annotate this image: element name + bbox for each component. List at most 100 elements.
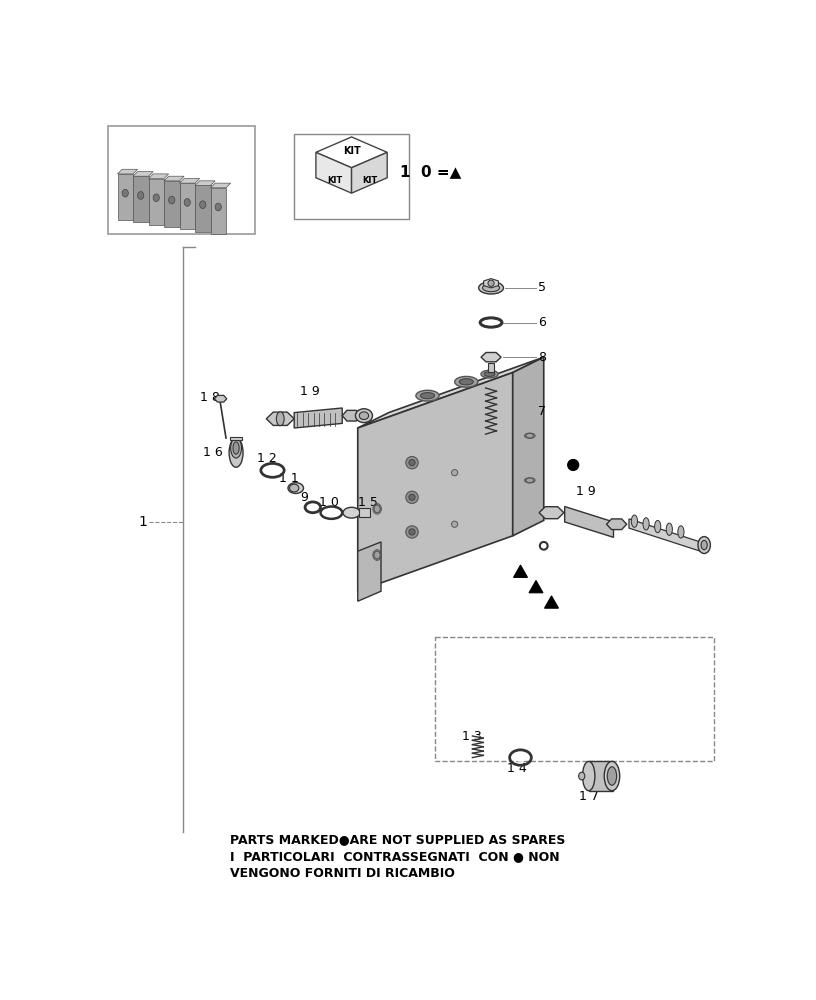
- Text: 9: 9: [300, 491, 308, 504]
- Text: 1 4: 1 4: [507, 762, 526, 775]
- Ellipse shape: [229, 438, 243, 467]
- Bar: [230, 437, 242, 440]
- Text: 1 5: 1 5: [357, 496, 378, 509]
- Ellipse shape: [481, 370, 498, 378]
- Ellipse shape: [666, 523, 672, 535]
- Text: 5: 5: [539, 281, 547, 294]
- Text: 6: 6: [539, 316, 546, 329]
- Polygon shape: [118, 169, 138, 174]
- Ellipse shape: [484, 372, 495, 376]
- Text: I  PARTICOLARI  CONTRASSEGNATI  CON ● NON: I PARTICOLARI CONTRASSEGNATI CON ● NON: [230, 850, 560, 863]
- Ellipse shape: [122, 189, 128, 197]
- Ellipse shape: [288, 483, 304, 493]
- Polygon shape: [342, 410, 361, 421]
- Ellipse shape: [326, 509, 338, 516]
- Circle shape: [409, 460, 415, 466]
- Text: 1 0: 1 0: [319, 496, 339, 509]
- Polygon shape: [544, 596, 558, 608]
- Ellipse shape: [579, 772, 585, 780]
- Circle shape: [451, 470, 458, 476]
- Polygon shape: [352, 152, 388, 193]
- Polygon shape: [195, 181, 215, 185]
- Ellipse shape: [455, 376, 478, 387]
- Polygon shape: [133, 176, 149, 222]
- Ellipse shape: [577, 513, 580, 522]
- Ellipse shape: [138, 192, 144, 199]
- Text: PARTS MARKED●ARE NOT SUPPLIED AS SPARES: PARTS MARKED●ARE NOT SUPPLIED AS SPARES: [230, 833, 565, 846]
- Polygon shape: [295, 408, 342, 428]
- Ellipse shape: [184, 199, 190, 206]
- Polygon shape: [316, 152, 352, 193]
- Ellipse shape: [701, 540, 707, 550]
- Ellipse shape: [290, 484, 299, 492]
- Circle shape: [406, 456, 418, 469]
- Polygon shape: [118, 174, 133, 220]
- Text: KIT: KIT: [327, 176, 342, 185]
- Ellipse shape: [265, 466, 279, 474]
- Polygon shape: [211, 183, 231, 188]
- Ellipse shape: [589, 517, 593, 527]
- Ellipse shape: [420, 393, 434, 399]
- Polygon shape: [481, 352, 501, 362]
- Polygon shape: [149, 174, 169, 179]
- Ellipse shape: [483, 320, 499, 325]
- Ellipse shape: [583, 515, 587, 524]
- Ellipse shape: [233, 442, 239, 454]
- Polygon shape: [133, 172, 153, 176]
- Text: 1 3: 1 3: [463, 730, 482, 742]
- Circle shape: [409, 529, 415, 535]
- Ellipse shape: [277, 412, 284, 426]
- Polygon shape: [539, 507, 564, 519]
- Polygon shape: [180, 183, 195, 229]
- Polygon shape: [565, 507, 614, 537]
- Ellipse shape: [479, 282, 503, 294]
- Polygon shape: [164, 176, 184, 181]
- Text: 1 8: 1 8: [201, 391, 220, 404]
- Text: VENGONO FORNITI DI RICAMBIO: VENGONO FORNITI DI RICAMBIO: [230, 867, 455, 880]
- Ellipse shape: [308, 504, 317, 510]
- Text: 1 2: 1 2: [257, 452, 277, 465]
- Bar: [488, 363, 494, 372]
- Ellipse shape: [643, 518, 650, 530]
- Polygon shape: [629, 519, 700, 551]
- Ellipse shape: [200, 201, 206, 209]
- Bar: [588, 761, 614, 791]
- Polygon shape: [266, 412, 295, 425]
- Ellipse shape: [526, 433, 534, 438]
- Bar: [109, 126, 255, 234]
- Polygon shape: [357, 357, 543, 428]
- Circle shape: [409, 494, 415, 500]
- Polygon shape: [149, 179, 164, 225]
- Polygon shape: [484, 279, 499, 288]
- Ellipse shape: [416, 390, 439, 401]
- Ellipse shape: [169, 196, 175, 204]
- Circle shape: [568, 460, 579, 470]
- Polygon shape: [211, 188, 226, 234]
- Text: KIT: KIT: [362, 176, 378, 185]
- Polygon shape: [357, 373, 512, 591]
- Ellipse shape: [514, 753, 526, 762]
- Ellipse shape: [607, 767, 617, 785]
- Polygon shape: [357, 542, 381, 601]
- Text: 8: 8: [539, 351, 547, 364]
- Ellipse shape: [526, 478, 534, 483]
- Polygon shape: [316, 137, 388, 168]
- Polygon shape: [164, 181, 180, 227]
- Ellipse shape: [596, 520, 599, 529]
- Text: 1: 1: [138, 515, 147, 529]
- Ellipse shape: [698, 537, 711, 554]
- Ellipse shape: [608, 524, 611, 533]
- Ellipse shape: [632, 515, 637, 527]
- Ellipse shape: [678, 526, 684, 538]
- Polygon shape: [512, 357, 543, 536]
- Text: 1 7: 1 7: [579, 790, 599, 803]
- Polygon shape: [529, 580, 543, 593]
- Text: 1 1: 1 1: [279, 472, 299, 485]
- Ellipse shape: [356, 409, 372, 423]
- Ellipse shape: [374, 551, 380, 559]
- Text: KIT: KIT: [343, 146, 361, 156]
- Ellipse shape: [570, 510, 574, 520]
- Ellipse shape: [153, 194, 159, 202]
- Ellipse shape: [374, 505, 380, 513]
- Ellipse shape: [343, 507, 360, 518]
